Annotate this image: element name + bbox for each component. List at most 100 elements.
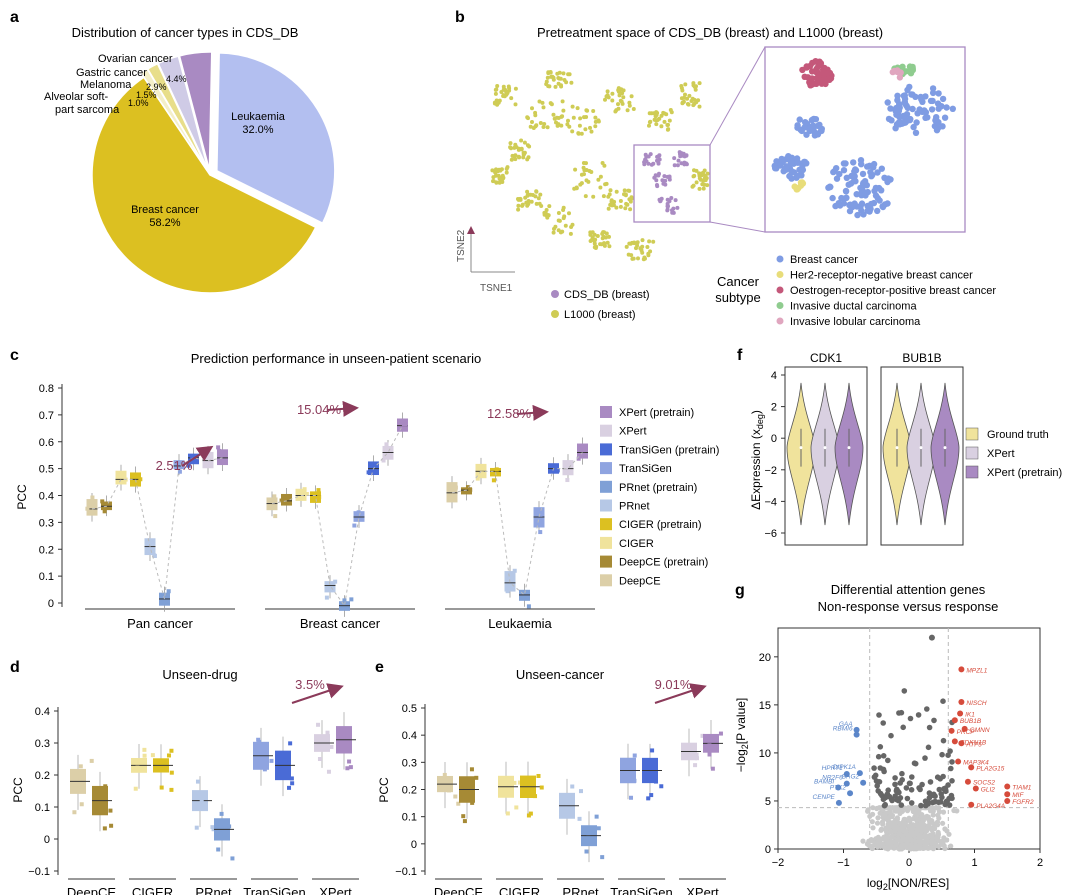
point (577, 816, 582, 821)
category-label: PRnet (195, 885, 232, 895)
subtype-label: Oestrogen-receptor-positive breast cance… (790, 285, 996, 297)
c-box (310, 491, 321, 503)
point (566, 799, 571, 804)
f-ylabel: ΔExpression (xdeg) (749, 410, 765, 510)
c-point (512, 568, 517, 573)
tsne-panel: Pretreatment space of CDS_DB (breast) an… (456, 25, 996, 328)
c-point (316, 488, 321, 493)
g-point-down (860, 779, 867, 786)
tsne-point-l1000 (554, 120, 558, 125)
tsne-point-l1000 (530, 120, 534, 124)
tsne-point-l1000 (623, 192, 628, 197)
tsne-point-l1000 (566, 118, 570, 123)
g-point-nonsig (917, 832, 923, 838)
point (653, 779, 658, 784)
g-point-nonsig (917, 845, 923, 851)
inset-point-breast (772, 165, 779, 172)
point (707, 752, 712, 757)
tsne-point-l1000 (525, 143, 530, 148)
tsne-point-l1000 (625, 108, 630, 113)
tsne-point-l1000 (584, 161, 588, 166)
c-point (381, 458, 386, 463)
tsne-point-l1000 (622, 188, 627, 193)
point (210, 825, 215, 830)
category-label: TranSiGen (243, 885, 305, 895)
c-point (317, 495, 322, 500)
c-legend-label: DeepCE (pretrain) (619, 557, 708, 569)
point (632, 753, 637, 758)
tsne-point-cds (675, 163, 680, 168)
tsne-point-l1000 (547, 204, 552, 209)
point (347, 759, 352, 764)
category-label: XPert (319, 885, 352, 895)
point (216, 847, 221, 852)
y-tick-label: −0.1 (28, 866, 50, 878)
inset-point-breast (864, 202, 871, 210)
c-legend-label: XPert (619, 426, 647, 438)
g-point-nonsig (940, 820, 946, 826)
tsne-point-l1000 (563, 223, 568, 228)
g-point-up (961, 725, 968, 732)
g-point-down (853, 731, 860, 738)
g-point-sig (925, 744, 932, 751)
tsne-point-l1000 (683, 92, 687, 97)
tsne-point-l1000 (569, 80, 574, 85)
g-point-nonsig (893, 842, 899, 849)
violin-frame-cdk1 (784, 366, 868, 546)
tsne-point-l1000 (618, 199, 623, 203)
inset-point-breast (818, 127, 825, 134)
y-tick-label: 0.3 (402, 757, 417, 769)
tsne-point-l1000 (520, 203, 525, 208)
tsne-point-l1000 (516, 207, 521, 212)
tsne-point-cds (657, 171, 661, 176)
g-point-nonsig (918, 839, 924, 846)
tsne-point-l1000 (606, 194, 611, 199)
tsne-point-l1000 (551, 112, 556, 117)
pie-slices (91, 51, 336, 294)
tsne-zoom-line-top (709, 46, 766, 146)
inset-point-breast (802, 119, 809, 126)
point (169, 787, 174, 792)
tsne-point-l1000 (538, 192, 543, 197)
tsne-point-l1000 (626, 188, 631, 193)
inset-point-breast (840, 167, 848, 174)
c-annotation-arrow (326, 400, 359, 417)
point (659, 784, 664, 789)
c-point (356, 510, 361, 515)
point (150, 753, 155, 758)
g-point-nonsig (884, 833, 891, 840)
tsne-point-l1000 (556, 218, 561, 223)
f-legend: Ground truth XPert XPert (pretrain) (965, 427, 1062, 479)
inset-point-breast (860, 179, 867, 187)
panel-label-g: g (735, 582, 745, 599)
inset-point-breast (858, 200, 866, 207)
c-point (279, 498, 284, 503)
tsne-point-l1000 (574, 185, 579, 190)
tsne-point-l1000 (494, 167, 498, 172)
g-gene-label-up: FGFR2 (1012, 799, 1034, 806)
point (211, 827, 216, 832)
c-point (100, 499, 105, 504)
tsne-point-l1000 (579, 131, 584, 136)
tsne-point-l1000 (705, 171, 710, 176)
point (474, 775, 479, 780)
tsne-point-l1000 (560, 99, 565, 104)
g-point-nonsig (898, 807, 904, 813)
point (628, 758, 633, 763)
g-point-nonsig (893, 808, 899, 814)
c-point (538, 530, 543, 535)
tsne-point-l1000 (534, 201, 539, 206)
category-label: CIGER (499, 885, 540, 895)
g-gene-label-up: MAP3K4 (963, 760, 989, 767)
c-ylabel: PCC (15, 484, 29, 510)
inset-point-breast (913, 119, 920, 126)
tsne-point-l1000 (561, 208, 566, 212)
inset-point-breast (799, 166, 807, 174)
tsne-point-l1000 (616, 86, 621, 91)
tsne-point-l1000 (496, 100, 501, 105)
g-point-nonsig (870, 805, 876, 811)
inset-point-breast (874, 207, 881, 215)
tsne-point-l1000 (528, 124, 533, 129)
tsne-point-l1000 (589, 129, 594, 134)
tsne-point-l1000 (491, 179, 496, 183)
